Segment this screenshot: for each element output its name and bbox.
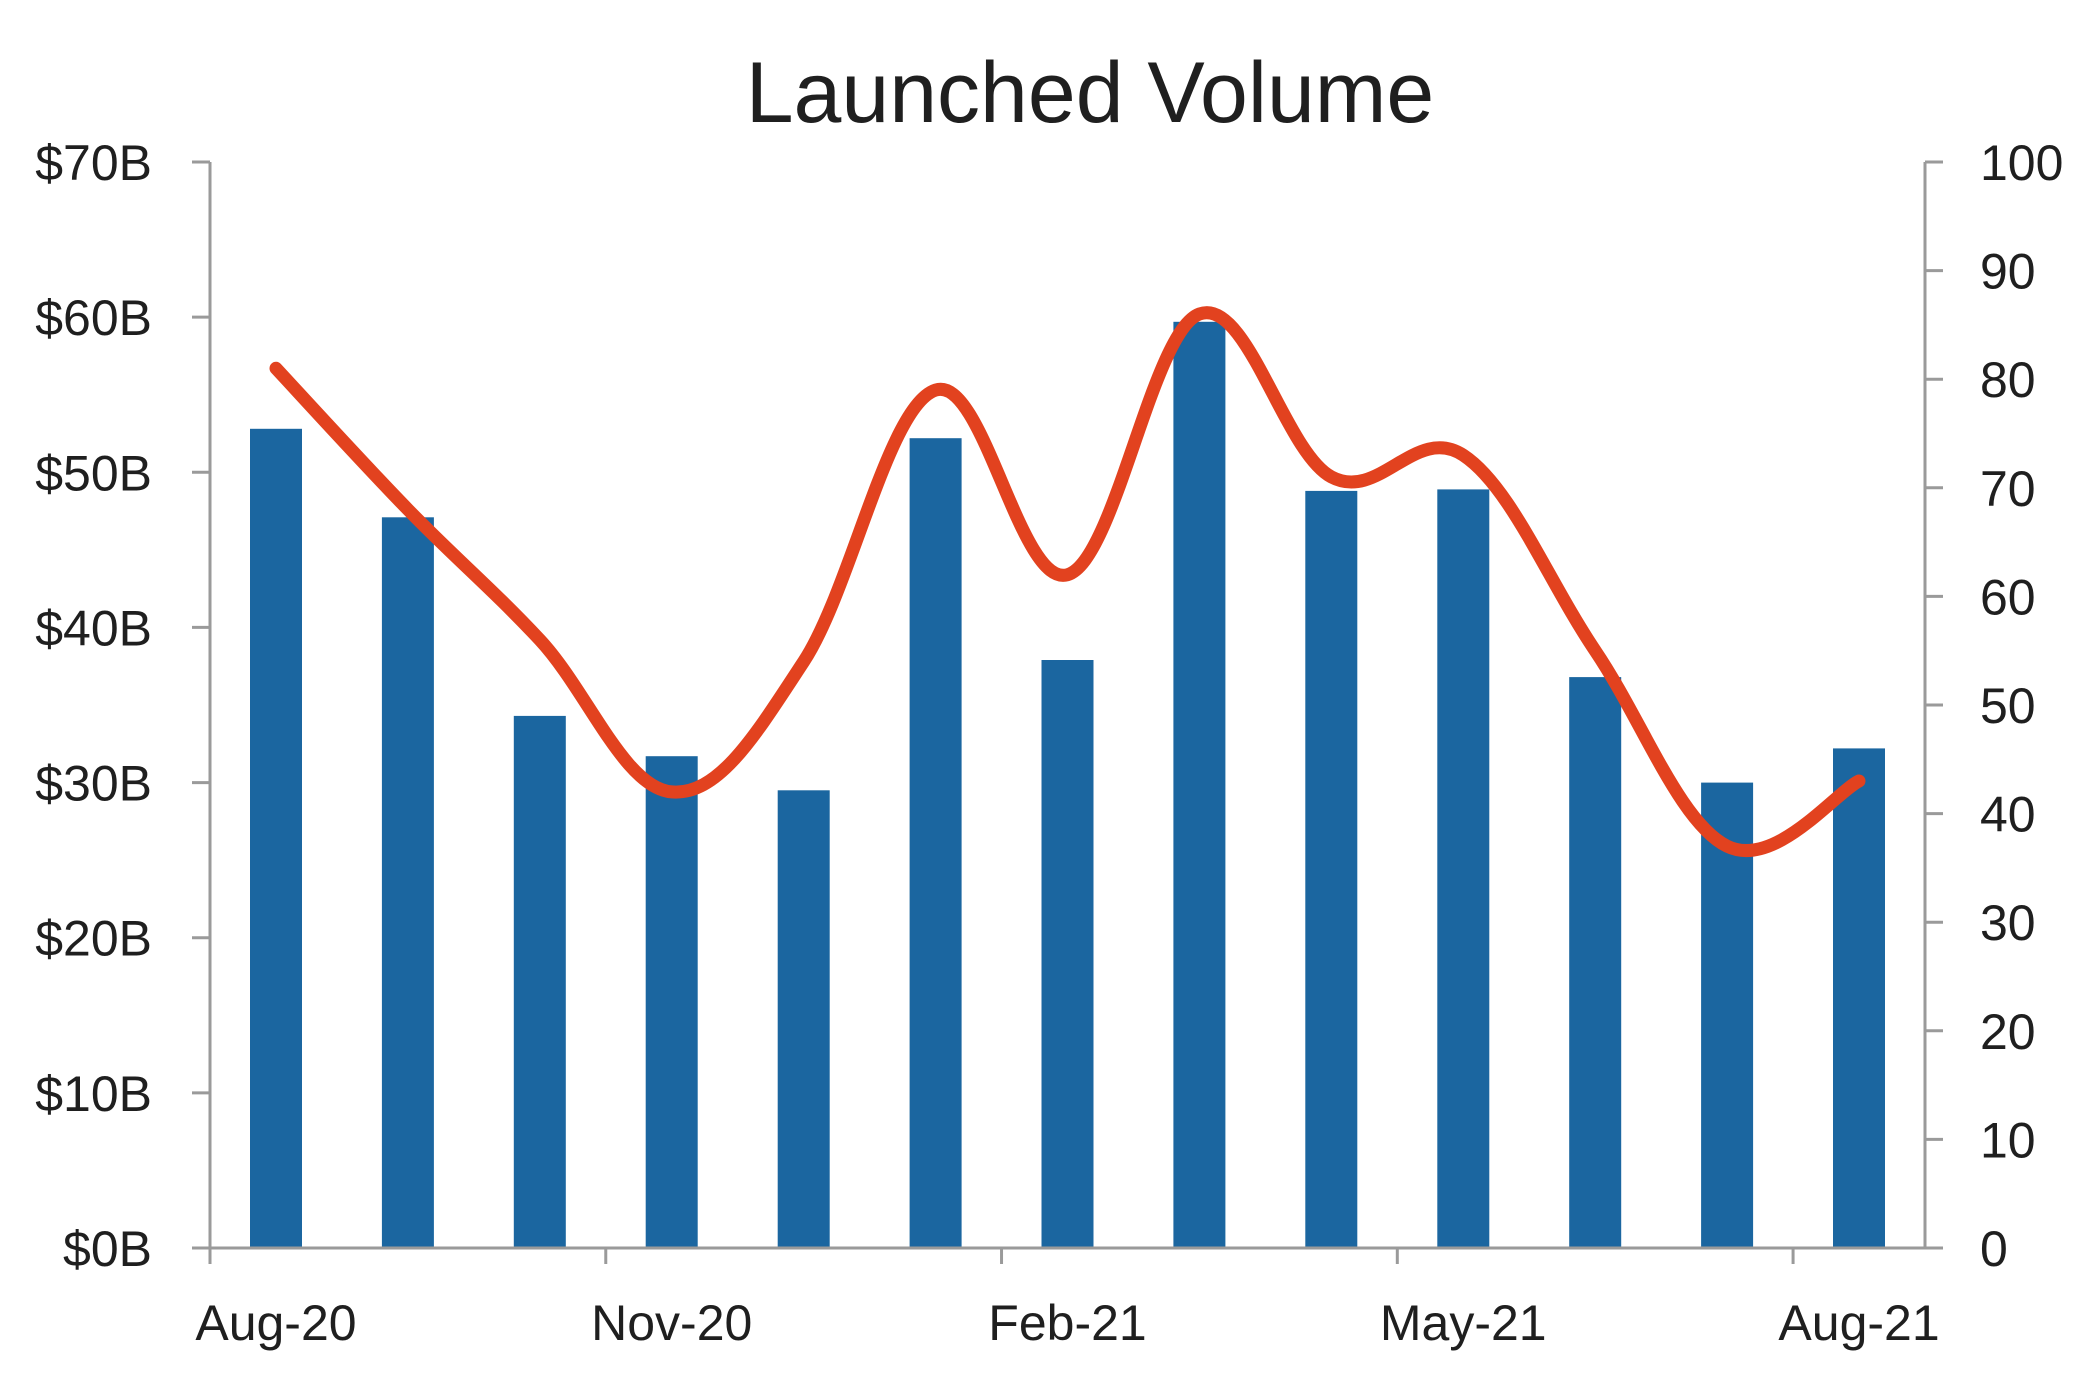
bar-May-21 [1437,489,1490,1248]
x-tick-label: Aug-21 [1778,1295,1939,1351]
bar-Aug-21 [1833,748,1885,1248]
left-tick-label: $10B [35,1066,152,1122]
bar-Dec-20 [777,790,830,1248]
right-tick-label: 50 [1980,678,2036,734]
left-tick-label: $30B [35,756,152,812]
right-tick-label: 80 [1980,352,2036,408]
right-axis-ticks: 0 10 20 30 40 50 60 70 80 90 100 [1925,135,2063,1277]
left-tick-label: $60B [35,290,152,346]
left-tick-label: $70B [35,135,152,191]
bar-series [250,321,1885,1248]
left-tick-label: $0B [63,1221,152,1277]
bar-Oct-20 [513,715,566,1248]
left-axis-ticks: $0B $10B $20B $30B $40B $50B $60B $70B [35,135,210,1277]
bar-Mar-21 [1173,321,1226,1248]
line-path [269,306,1866,858]
right-tick-label: 60 [1980,569,2036,625]
left-tick-label: $20B [35,911,152,967]
left-tick-label: $40B [35,600,152,656]
bar-Apr-21 [1305,490,1358,1248]
bar-Jun-21 [1569,677,1622,1248]
bar-Nov-20 [645,756,698,1248]
x-tick-label: May-21 [1380,1295,1547,1351]
x-axis-ticks: Aug-20 Nov-20 Feb-21 May-21 Aug-21 [195,1248,1940,1351]
right-tick-label: 40 [1980,787,2036,843]
line-series [269,306,1866,858]
bar-Sep-20 [381,517,434,1248]
right-tick-label: 90 [1980,244,2036,300]
x-tick-label: Nov-20 [591,1295,752,1351]
chart-title: Launched Volume [746,45,1435,141]
right-tick-label: 10 [1980,1112,2036,1168]
x-tick-label: Aug-20 [195,1295,356,1351]
x-tick-label: Feb-21 [988,1295,1146,1351]
right-tick-label: 70 [1980,461,2036,517]
bar-Jan-21 [909,438,962,1248]
left-tick-label: $50B [35,445,152,501]
right-tick-label: 30 [1980,895,2036,951]
right-tick-label: 0 [1980,1221,2008,1277]
bar-Feb-21 [1041,660,1094,1248]
right-tick-label: 20 [1980,1004,2036,1060]
bar-Aug-20 [250,428,302,1248]
right-tick-label: 100 [1980,135,2063,191]
bar-Jul-21 [1701,782,1754,1248]
